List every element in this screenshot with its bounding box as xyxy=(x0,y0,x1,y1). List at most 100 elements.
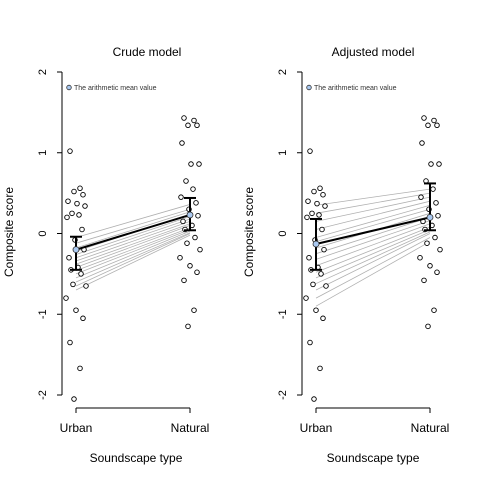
data-point xyxy=(418,194,424,200)
data-point xyxy=(304,214,310,221)
subject-line xyxy=(315,226,431,273)
y-tick-label: 1 xyxy=(37,150,49,156)
y-tick-label: -2 xyxy=(277,390,289,400)
data-point xyxy=(188,161,194,167)
data-point xyxy=(427,263,433,269)
data-point xyxy=(319,226,325,233)
data-point xyxy=(430,186,436,192)
data-point xyxy=(69,210,75,217)
chart-title: Adjusted model xyxy=(332,45,415,59)
data-point xyxy=(193,200,199,206)
y-axis-label: Composite score xyxy=(2,187,16,277)
legend-marker xyxy=(306,84,312,91)
legend-label: The arithmetic mean value xyxy=(74,85,157,92)
y-tick-label: -1 xyxy=(277,309,289,319)
mean-line xyxy=(75,213,191,251)
y-tick-label: -1 xyxy=(37,309,49,319)
subject-line xyxy=(75,225,191,268)
x-tick-label: Urban xyxy=(60,421,93,435)
data-point xyxy=(425,323,431,330)
data-point xyxy=(417,254,423,261)
data-point xyxy=(65,198,71,204)
subject-line xyxy=(315,208,431,242)
subject-line xyxy=(75,230,191,279)
subject-line xyxy=(315,237,431,299)
data-point xyxy=(313,307,319,313)
data-point xyxy=(322,203,328,209)
data-point xyxy=(77,365,83,372)
data-point xyxy=(78,271,84,277)
data-point xyxy=(421,277,427,284)
data-point xyxy=(307,148,313,154)
data-point xyxy=(184,240,190,246)
subject-line xyxy=(315,233,431,291)
data-point xyxy=(66,254,72,261)
data-point xyxy=(71,396,77,402)
data-point xyxy=(180,218,186,225)
data-point xyxy=(181,277,187,284)
subject-line xyxy=(75,211,191,249)
data-point xyxy=(316,212,322,218)
data-point xyxy=(320,191,326,198)
subject-line xyxy=(315,192,431,214)
subject-line xyxy=(75,232,191,283)
data-point xyxy=(433,200,439,206)
subject-line xyxy=(315,231,431,284)
subject-line xyxy=(315,196,431,222)
legend-label: The arithmetic mean value xyxy=(314,85,397,92)
x-axis-label: Soundscape type xyxy=(327,451,420,465)
data-point xyxy=(74,200,80,207)
data-point xyxy=(63,295,69,301)
data-point xyxy=(70,281,76,288)
mean-marker xyxy=(426,213,434,221)
data-point xyxy=(82,203,88,209)
data-point xyxy=(77,185,83,192)
data-point xyxy=(76,212,82,218)
data-point xyxy=(421,115,427,121)
data-point xyxy=(190,186,196,192)
data-point xyxy=(181,115,187,121)
data-point xyxy=(179,140,185,146)
data-point xyxy=(185,122,191,129)
subject-line xyxy=(75,227,191,272)
data-point xyxy=(67,148,73,154)
mean-marker xyxy=(72,246,80,254)
subject-line xyxy=(315,241,431,307)
subject-line xyxy=(75,208,191,244)
data-point xyxy=(437,246,443,253)
data-point xyxy=(305,198,311,204)
data-point xyxy=(309,210,315,217)
y-tick-label: 0 xyxy=(37,230,49,236)
y-tick-label: -2 xyxy=(37,390,49,400)
y-tick-label: 2 xyxy=(37,69,49,75)
x-tick-label: Natural xyxy=(411,421,450,435)
subject-line xyxy=(75,229,191,275)
data-point xyxy=(317,185,323,192)
chart-title: Crude model xyxy=(113,45,182,59)
data-point xyxy=(323,283,329,289)
panel-crude-model: Crude model Soundscape type Composite sc… xyxy=(2,45,209,465)
y-tick-label: 2 xyxy=(277,69,289,75)
subject-line xyxy=(75,204,191,238)
data-point xyxy=(431,117,437,124)
data-point xyxy=(432,234,438,241)
data-point xyxy=(314,200,320,207)
panel-adjusted-model: Adjusted model Soundscape type Composite… xyxy=(242,45,449,465)
data-point xyxy=(64,214,70,221)
data-point xyxy=(80,191,86,198)
data-point xyxy=(310,281,316,288)
y-tick-label: 1 xyxy=(277,150,289,156)
data-point xyxy=(434,122,440,129)
data-point xyxy=(79,226,85,233)
subject-line xyxy=(315,204,431,238)
data-point xyxy=(183,178,189,184)
data-point xyxy=(321,246,327,253)
data-point xyxy=(191,117,197,124)
subject-line xyxy=(315,200,431,230)
data-point xyxy=(307,339,313,346)
subject-line xyxy=(75,221,191,262)
data-point xyxy=(431,307,437,313)
y-axis-label: Composite score xyxy=(242,187,256,277)
data-point xyxy=(196,161,202,167)
subject-line xyxy=(75,233,191,287)
